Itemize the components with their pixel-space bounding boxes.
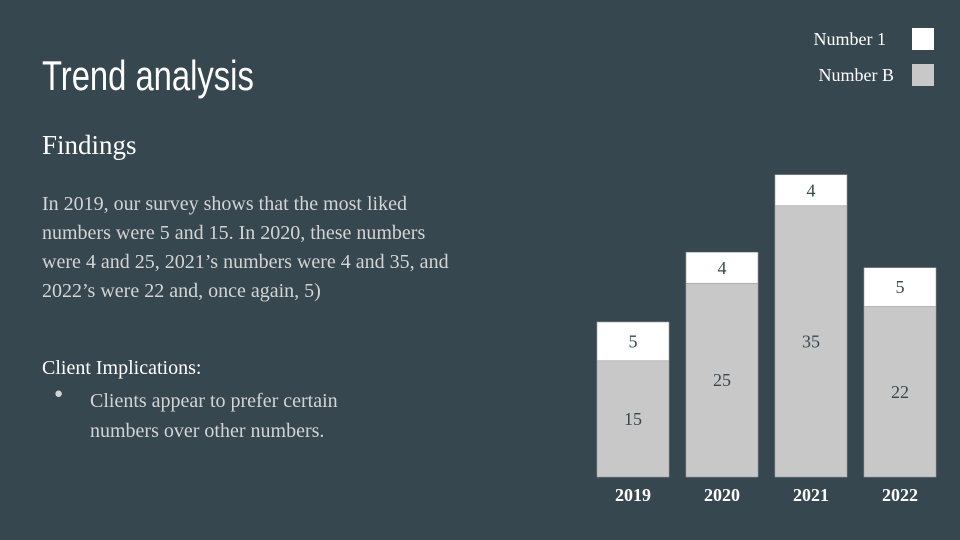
bar-number-1-2021 <box>774 174 848 207</box>
bar-number-b-2021 <box>774 205 848 478</box>
data-label-number-b-2022: 22 <box>891 382 909 402</box>
bullet-icon: ● <box>54 386 64 402</box>
legend-swatch-number-b <box>912 64 934 86</box>
findings-heading: Findings <box>42 130 137 160</box>
data-label-number-b-2019: 15 <box>624 409 642 429</box>
legend-label-number-b: Number B <box>819 65 895 85</box>
bar-number-1-2020 <box>685 251 759 284</box>
x-tick-label-2019: 2019 <box>615 485 651 505</box>
legend-label-number-1: Number 1 <box>814 29 886 49</box>
bar-number-1-2019 <box>596 321 670 362</box>
x-tick-label-2021: 2021 <box>793 485 829 505</box>
bullet-item: Clients appear to prefer certain numbers… <box>90 390 338 442</box>
client-implications-heading: Client Implications: <box>42 357 202 379</box>
data-label-number-1-2021: 4 <box>807 180 816 200</box>
findings-paragraph: In 2019, our survey shows that the most … <box>42 193 449 302</box>
x-tick-label-2020: 2020 <box>704 485 740 505</box>
slide-title: Trend analysis <box>42 52 254 99</box>
bar-number-1-2022 <box>863 267 937 307</box>
data-label-number-b-2020: 25 <box>713 370 731 390</box>
data-label-number-b-2021: 35 <box>802 331 820 351</box>
data-label-number-1-2019: 5 <box>629 331 638 351</box>
x-tick-label-2022: 2022 <box>882 485 918 505</box>
data-label-number-1-2020: 4 <box>718 258 727 278</box>
legend-swatch-number-1 <box>912 28 934 50</box>
data-label-number-1-2022: 5 <box>896 277 905 297</box>
bar-number-b-2022 <box>863 306 937 478</box>
